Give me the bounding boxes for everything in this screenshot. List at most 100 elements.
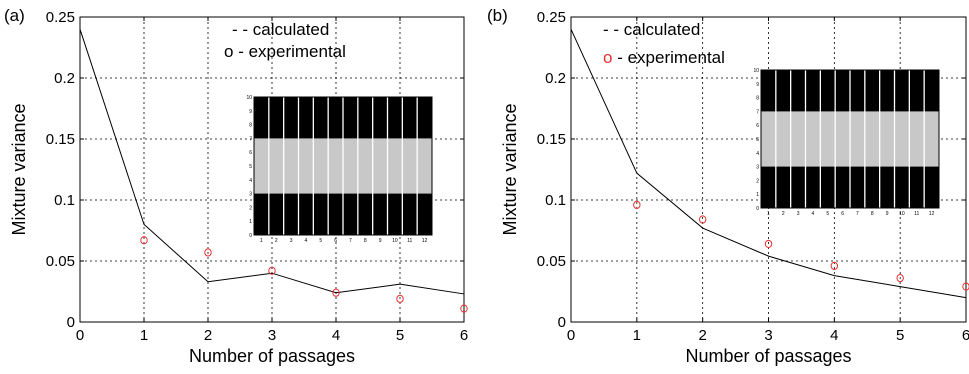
data-point [896,273,904,283]
legend-entry: - - calculated [603,20,700,39]
series-experimental [140,236,468,313]
x-axis-label: Number of passages [189,346,355,366]
series-calculated [570,28,967,299]
inset-x-tick-label: 1 [767,211,770,217]
inset-x-tick-label: 7 [856,211,859,217]
y-tick-label: 0.15 [46,131,75,148]
y-tick-label: 0.2 [545,70,566,87]
inset-y-tick-label: 8 [249,123,252,129]
data-point [396,294,404,303]
inset-x-tick-label: 11 [914,211,919,217]
grid [571,17,966,322]
inset-y-tick-label: 10 [753,68,759,74]
inset-y-tick-label: 4 [249,178,252,184]
inset-x-tick-label: 4 [305,238,308,244]
x-tick-label: 4 [332,327,340,344]
inset-x-tick-label: 3 [290,238,293,244]
inset-y-tick-label: 6 [249,150,252,156]
x-tick-label: 5 [896,327,904,344]
data-point [140,236,148,245]
legend: - - calculated o - experimental [224,20,346,61]
x-tick-label: 4 [830,327,838,344]
x-tick-label: 5 [396,327,404,344]
inset-x-tick-label: 6 [334,238,337,244]
x-tick-label: 3 [764,327,772,344]
panel-label: (b) [487,6,508,25]
inset-y-tick-label: 6 [756,123,759,129]
legend-label: calculated [253,20,330,39]
inset-x-tick-label: 9 [379,238,382,244]
legend-label: experimental [249,42,346,61]
inset-y-tick-label: 0 [249,233,252,239]
inset-x-tick-label: 1 [260,238,263,244]
inset-y-tick-label: 3 [756,165,759,171]
inset-y-tick-label: 9 [756,82,759,88]
panel-label: (a) [4,6,25,25]
data-point [962,282,969,291]
legend-entry: o - experimental [224,42,346,61]
inset-y-tick-label: 5 [249,164,252,170]
inset-y-tick-label: 2 [249,205,252,211]
series-line [79,29,465,295]
data-point [268,266,276,275]
y-axis-label: Mixture variance [500,103,520,235]
data-point [698,215,707,224]
inset-y-tick-label: 2 [756,178,759,184]
series-calculated [79,29,465,295]
inset-x-tick-label: 12 [422,238,428,244]
inset-y-tick-label: 7 [756,109,759,115]
legend: - - calculated o - experimental [603,20,725,67]
inset-y-tick-label: 8 [756,96,759,102]
y-tick-label: 0 [67,314,75,331]
x-tick-label: 6 [962,327,969,344]
inset-frame [253,96,433,236]
inset-y-tick-label: 5 [756,137,759,143]
legend-sep: - [612,48,627,67]
x-tick-label: 2 [204,327,212,344]
y-tick-label: 0.25 [537,9,566,26]
inset-x-tick-label: 10 [392,238,398,244]
y-axis-label: Mixture variance [9,103,29,235]
x-tick-label: 2 [698,327,706,344]
inset-x-tick-label: 6 [841,211,844,217]
inset-x-tick-label: 12 [929,211,935,217]
legend-label: experimental [628,48,725,67]
x-tick-label: 3 [268,327,276,344]
inset-y-tick-label: 7 [249,136,252,142]
inset-x-tick-label: 9 [886,211,889,217]
inset-frame [760,69,940,209]
x-tick-label: 0 [76,327,84,344]
inset-x-tick-label: 2 [275,238,278,244]
legend-marker: - - [603,20,619,39]
inset-x-tick-label: 8 [871,211,874,217]
inset-x-tick-label: 4 [812,211,815,217]
y-tick-label: 0.1 [545,192,566,209]
inset-y-tick-label: 3 [249,192,252,198]
inset-x-tick-label: 2 [782,211,785,217]
y-tick-label: 0 [558,314,566,331]
inset-y-tick-label: 1 [249,219,252,225]
inset-x-tick-label: 3 [797,211,800,217]
inset-x-tick-label: 5 [319,238,322,244]
data-point [633,200,641,209]
legend-sep: - [233,42,248,61]
inset-x-tick-label: 7 [349,238,352,244]
inset-x-tick-label: 10 [899,211,905,217]
legend-marker: o [224,42,233,61]
series-line [570,28,967,299]
x-tick-label: 1 [140,327,148,344]
y-tick-label: 0.05 [46,253,75,270]
inset-x-tick-label: 8 [364,238,367,244]
inset-y-tick-label: 9 [249,109,252,115]
legend-entry: - - calculated [232,20,329,39]
inset-y-tick-label: 0 [756,206,759,212]
data-point [460,304,468,313]
data-point [764,239,773,249]
data-point [332,288,340,297]
legend-label: calculated [624,20,701,39]
x-tick-label: 1 [633,327,641,344]
